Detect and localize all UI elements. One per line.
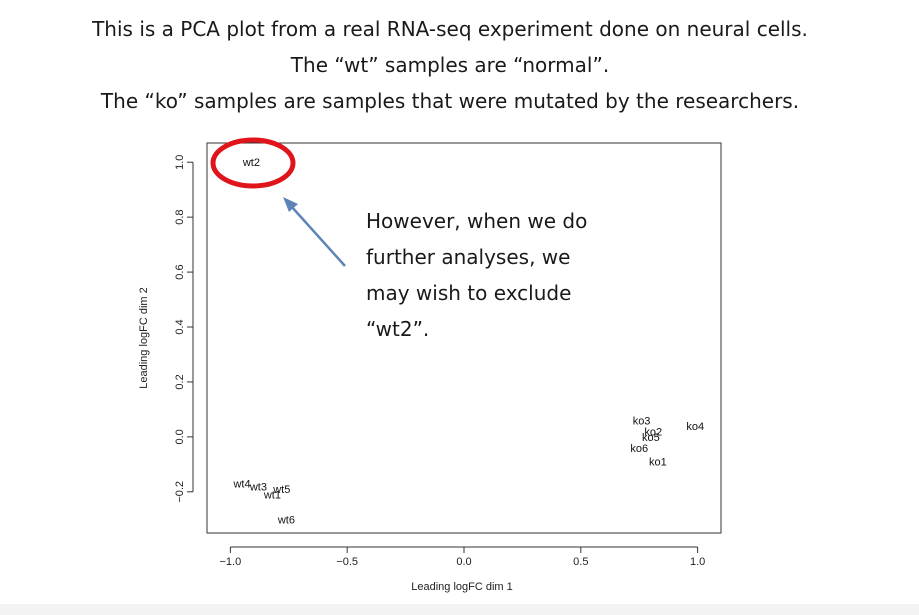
point-label-wt3: wt3 <box>249 481 267 493</box>
x-axis-title: Leading logFC dim 1 <box>411 581 513 593</box>
y-tick-label: 1.0 <box>174 155 186 170</box>
plot-frame <box>206 142 722 534</box>
y-tick-label: 0.4 <box>174 319 186 334</box>
point-label-wt4: wt4 <box>232 479 250 491</box>
x-axis: −1.0 −0.5 0.0 0.5 1.0 <box>220 546 705 568</box>
point-label-wt6: wt6 <box>277 514 295 526</box>
y-tick-label: −0.2 <box>174 481 186 503</box>
point-label-ko1: ko1 <box>649 457 667 469</box>
point-label-wt2: wt2 <box>242 157 260 169</box>
callout-arrow <box>283 197 346 267</box>
y-tick-label: 0.2 <box>174 374 186 389</box>
callout-text: However, when we do further analyses, we… <box>366 209 588 341</box>
point-label-ko2: ko2 <box>644 426 662 438</box>
point-label-ko4: ko4 <box>686 421 704 433</box>
slide-title-line-1: This is a PCA plot from a real RNA-seq e… <box>92 17 808 41</box>
y-tick-label: 0.0 <box>174 429 186 444</box>
slide-title-line-3: The “ko” samples are samples that were m… <box>100 89 800 113</box>
wt2-highlight-circle <box>210 137 296 189</box>
x-tick-label: −0.5 <box>336 556 358 568</box>
slide-title-line-2: The “wt” samples are “normal”. <box>290 53 610 77</box>
y-tick-label: 0.6 <box>174 264 186 279</box>
y-tick-label: 0.8 <box>174 210 186 225</box>
point-label-wt5: wt5 <box>272 484 290 496</box>
point-label-ko3: ko3 <box>633 415 651 427</box>
x-tick-label: 1.0 <box>690 556 705 568</box>
point-label-ko6: ko6 <box>630 443 648 455</box>
x-tick-label: −1.0 <box>220 556 242 568</box>
y-axis: −0.2 0.0 0.2 0.4 0.6 0.8 1.0 <box>174 155 194 503</box>
point-label-ko5: ko5 <box>642 432 660 444</box>
y-axis-title: Leading logFC dim 2 <box>138 287 150 389</box>
x-tick-label: 0.5 <box>573 556 588 568</box>
bottom-strip <box>0 604 919 615</box>
point-label-wt1: wt1 <box>263 490 281 502</box>
x-tick-label: 0.0 <box>456 556 471 568</box>
